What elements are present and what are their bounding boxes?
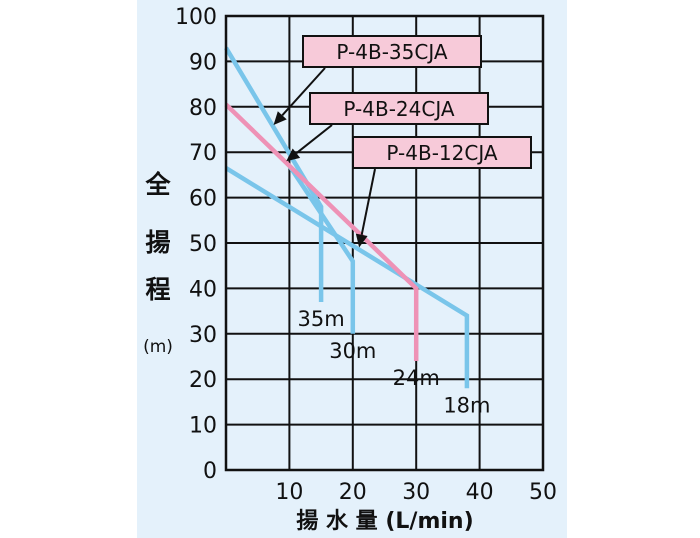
callout-arrowhead-1 [273, 111, 287, 125]
series-line-1 [224, 46, 324, 302]
callout-box-3 [352, 136, 532, 169]
x-tick-label-1: 20 [339, 480, 367, 505]
ylabel-char-2: 揚 [145, 228, 170, 257]
x-tick-label-4: 50 [529, 480, 557, 505]
y-tick-label-2: 20 [189, 368, 217, 393]
end-label-3: 24m [393, 366, 440, 390]
ylabel-char-3: 程 [145, 275, 170, 304]
y-tick-label-1: 10 [189, 414, 217, 439]
callout-arrowhead-3 [355, 233, 368, 248]
series-line-3 [224, 166, 470, 389]
callout-leader-1 [281, 67, 326, 116]
callout-box-1 [302, 35, 482, 68]
y-tick-label-3: 30 [189, 323, 217, 348]
y-tick-label-5: 50 [189, 232, 217, 257]
x-tick-label-0: 10 [275, 480, 303, 505]
y-tick-label-9: 90 [189, 50, 217, 75]
callout-label-1: P-4B-35CJA [336, 40, 447, 64]
series-line-2 [224, 102, 419, 361]
x-tick-label-3: 40 [466, 480, 494, 505]
y-tick-label-8: 80 [189, 96, 217, 121]
ylabel-unit: (m) [143, 337, 173, 357]
y-tick-label-4: 40 [189, 277, 217, 302]
plot-frame [224, 14, 545, 472]
callout-leader-2 [295, 124, 333, 154]
callout-label-3: P-4B-12CJA [386, 141, 497, 165]
callout-leader-3 [360, 168, 376, 235]
end-label-1: 35m [298, 307, 345, 331]
callout-box-2 [309, 92, 489, 125]
y-tick-label-0: 0 [203, 459, 217, 484]
callout-label-2: P-4B-24CJA [343, 97, 454, 121]
callout-arrowhead-2 [286, 148, 301, 162]
end-label-4: 18m [443, 393, 490, 417]
x-tick-label-2: 30 [402, 480, 430, 505]
x-axis-label: 揚 水 量 (L/min) [296, 508, 473, 534]
series-line-4 [287, 164, 356, 334]
end-label-2: 30m [329, 339, 376, 363]
y-tick-label-10: 100 [175, 5, 217, 30]
ylabel-char-1: 全 [144, 170, 171, 199]
y-tick-label-7: 70 [189, 141, 217, 166]
y-tick-label-6: 60 [189, 187, 217, 212]
